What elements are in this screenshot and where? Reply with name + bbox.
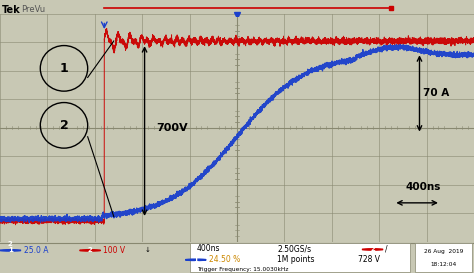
Text: 26 Aug  2019: 26 Aug 2019 (423, 249, 463, 254)
Circle shape (185, 259, 206, 260)
Text: 1: 1 (193, 257, 198, 263)
Text: ↓: ↓ (145, 247, 150, 253)
Text: 100 V: 100 V (103, 246, 126, 255)
Text: 24.50 %: 24.50 % (209, 255, 240, 264)
Text: 728 V: 728 V (358, 255, 380, 264)
FancyBboxPatch shape (415, 243, 472, 272)
Text: /: / (385, 245, 388, 254)
Text: Tek: Tek (2, 5, 21, 15)
Text: PreVu: PreVu (21, 5, 46, 14)
Text: 700V: 700V (156, 123, 188, 133)
FancyBboxPatch shape (190, 243, 410, 272)
Text: 2: 2 (370, 247, 375, 253)
Text: 18:12:04: 18:12:04 (430, 262, 456, 267)
Circle shape (362, 249, 383, 250)
Text: 2: 2 (60, 119, 68, 132)
Circle shape (80, 250, 100, 251)
Text: 25.0 A: 25.0 A (24, 246, 48, 255)
Text: 400ns: 400ns (405, 182, 441, 192)
Text: 2.50GS/s: 2.50GS/s (277, 244, 311, 253)
Circle shape (0, 250, 21, 251)
Text: 1: 1 (60, 62, 68, 75)
Text: 1M points: 1M points (277, 255, 315, 264)
Text: 2: 2 (7, 241, 12, 247)
Text: 400ns: 400ns (197, 244, 220, 253)
Text: 70 A: 70 A (423, 88, 449, 99)
Text: 1: 1 (8, 247, 13, 253)
Text: Trigger Frequency: 15.0030kHz: Trigger Frequency: 15.0030kHz (197, 267, 288, 272)
Text: 2: 2 (88, 247, 92, 253)
